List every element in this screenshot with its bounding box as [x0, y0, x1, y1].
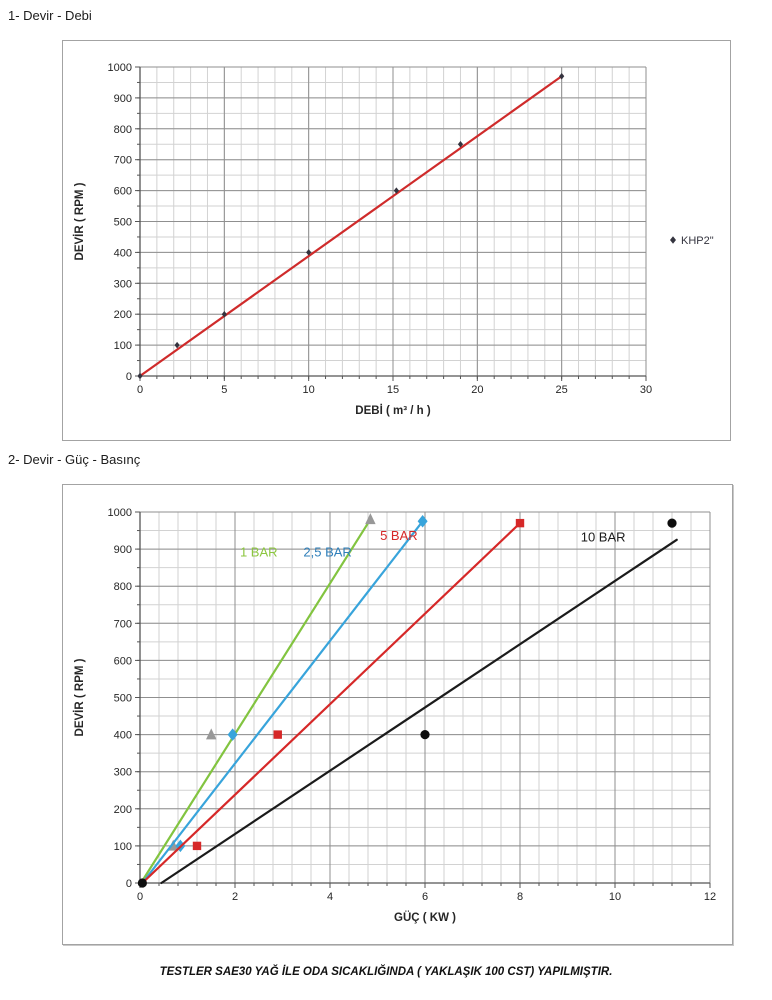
- y-tick-label: 100: [114, 841, 132, 853]
- chart1-frame: 0 5 10 15 20 25 30 0 100 200 300 400 500 600 700 800 900…: [62, 40, 731, 441]
- series-10 BAR: 10 BAR: [137, 518, 678, 888]
- x-tick-label: 4: [327, 891, 333, 903]
- y-tick-label: 700: [114, 155, 132, 167]
- x-axis-title: DEBİ ( m³ / h ): [355, 404, 431, 417]
- marker-diamond: [559, 73, 565, 80]
- marker-diamond: [227, 728, 238, 741]
- x-tick-label: 0: [137, 384, 143, 396]
- marker-diamond: [221, 310, 227, 318]
- series-label: 5 BAR: [380, 528, 418, 543]
- x-tick-label: 15: [387, 384, 399, 396]
- x-tick-label: 2: [232, 891, 238, 903]
- y-tick-label: 900: [114, 93, 132, 105]
- series-label: 2,5 BAR: [303, 545, 351, 560]
- chart2-frame: 0 2 4 6 8 10 12 0 100 200 300 400 500 600 700 800 900 100…: [62, 484, 733, 945]
- section1-title: 1- Devir - Debi: [8, 8, 92, 23]
- legend-label: KHP2": [681, 235, 714, 247]
- marker-diamond: [137, 372, 143, 380]
- marker-circle: [667, 518, 677, 528]
- series-1 BAR: 1 BAR: [139, 513, 376, 885]
- series-2,5 BAR: 2,5 BAR: [141, 515, 428, 885]
- x-tick-label: 12: [704, 891, 716, 903]
- marker-square: [192, 841, 202, 851]
- x-tick-label: 6: [422, 891, 428, 903]
- y-tick-label: 300: [114, 278, 132, 290]
- x-tick-label: 10: [303, 384, 315, 396]
- x-tick-label: 25: [556, 384, 568, 396]
- y-tick-label: 0: [126, 878, 132, 890]
- y-tick-label: 100: [114, 340, 132, 352]
- axis-ticks: 0 5 10 15 20 25 300100200300400500600700800900…: [108, 62, 653, 396]
- marker-diamond: [174, 341, 180, 349]
- y-axis-title: DEVİR ( RPM ): [73, 658, 86, 736]
- y-tick-label: 0: [126, 371, 132, 383]
- y-tick-label: 400: [114, 247, 132, 259]
- gridlines: [139, 66, 647, 377]
- x-tick-label: 8: [517, 891, 523, 903]
- marker-diamond: [457, 141, 464, 148]
- y-tick-label: 1000: [108, 507, 132, 519]
- y-axis-title: DEVİR ( RPM ): [73, 182, 86, 260]
- x-tick-label: 5: [221, 384, 227, 396]
- section2-title: 2- Devir - Güç - Basınç: [8, 452, 141, 467]
- y-tick-label: 900: [114, 544, 132, 556]
- y-tick-label: 1000: [108, 62, 132, 74]
- y-tick-label: 400: [114, 730, 132, 742]
- x-tick-label: 30: [640, 384, 652, 396]
- chart2-canvas: 0 2 4 6 8 10 12 0 100 200 300 400 500 600 700 800 900 100…: [73, 507, 716, 924]
- y-tick-label: 800: [114, 124, 132, 136]
- y-tick-label: 500: [114, 693, 132, 705]
- y-tick-label: 300: [114, 767, 132, 779]
- x-tick-label: 0: [137, 891, 143, 903]
- marker-diamond: [670, 236, 676, 244]
- x-tick-label: 20: [471, 384, 483, 396]
- marker-square: [273, 730, 282, 739]
- x-tick-label: 10: [609, 891, 621, 903]
- marker-triangle: [206, 728, 217, 740]
- legend: KHP2": [670, 235, 714, 247]
- y-tick-label: 200: [114, 309, 132, 321]
- gridlines: [139, 511, 711, 884]
- y-tick-label: 600: [114, 655, 132, 667]
- marker-circle: [137, 878, 147, 888]
- series-label: 10 BAR: [581, 530, 626, 545]
- marker-circle: [420, 730, 430, 740]
- marker-triangle: [365, 513, 376, 525]
- series-5 BAR: 5 BAR: [141, 518, 525, 885]
- marker-square: [515, 518, 525, 528]
- chart1-canvas: 0 5 10 15 20 25 300100200300400500600700800900…: [73, 62, 714, 417]
- x-axis-title: GÜÇ ( KW ): [394, 911, 456, 924]
- y-tick-label: 600: [114, 186, 132, 198]
- marker-diamond: [393, 187, 399, 194]
- marker-diamond: [417, 515, 428, 528]
- y-tick-label: 200: [114, 804, 132, 816]
- y-tick-label: 500: [114, 217, 132, 229]
- y-tick-label: 700: [114, 618, 132, 630]
- footer-note: TESTLER SAE30 YAĞ İLE ODA SICAKLIĞINDA (…: [159, 966, 613, 978]
- y-tick-label: 800: [114, 581, 132, 593]
- series-KHP2": [137, 73, 565, 380]
- series-label: 1 BAR: [240, 545, 278, 560]
